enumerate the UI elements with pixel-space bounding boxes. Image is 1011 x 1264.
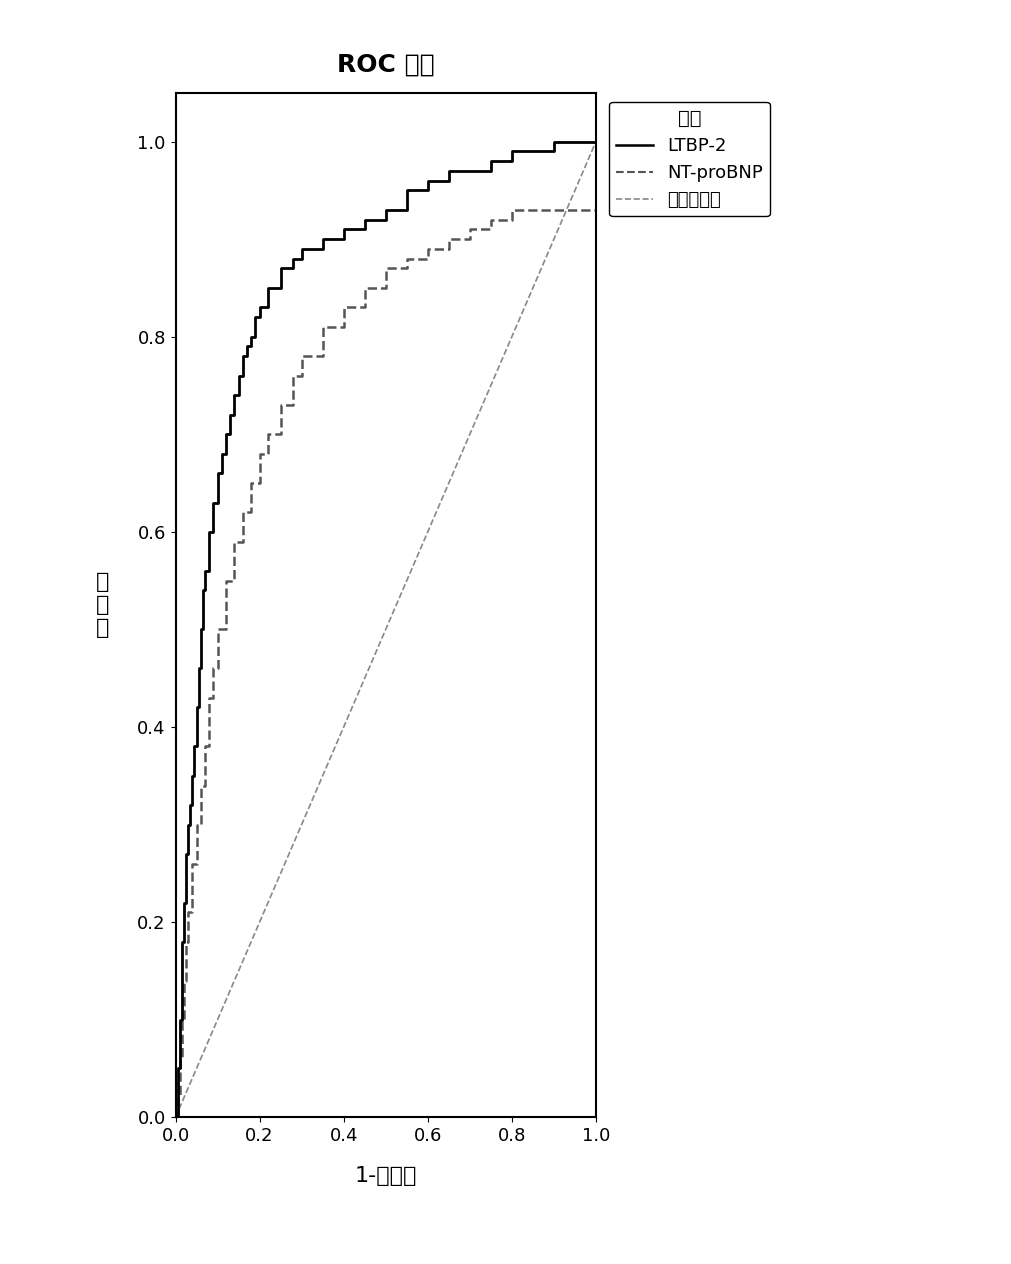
Y-axis label: 敏
感
度: 敏 感 度 <box>96 571 109 638</box>
X-axis label: 1-特异性: 1-特异性 <box>355 1165 417 1186</box>
Legend: LTBP-2, NT-proBNP, 参考对角线: LTBP-2, NT-proBNP, 参考对角线 <box>610 102 770 216</box>
Title: ROC 曲线: ROC 曲线 <box>337 53 435 77</box>
